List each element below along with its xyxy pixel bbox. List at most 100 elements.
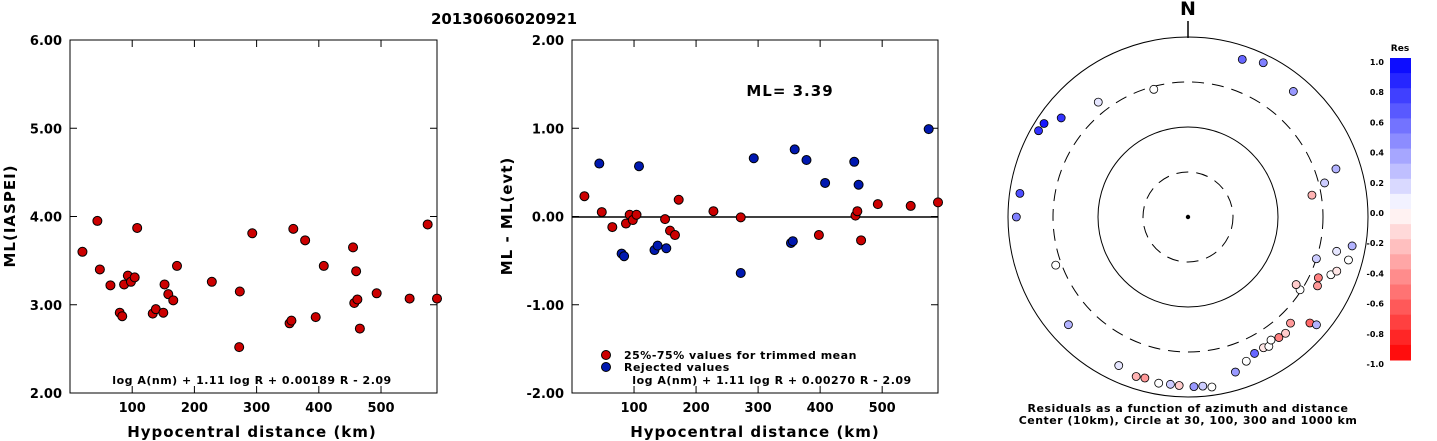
azimuth-residual-point bbox=[1015, 188, 1025, 198]
colorbar-cell bbox=[1390, 329, 1411, 346]
colorbar-tick-label: 0.8 bbox=[1370, 88, 1385, 97]
used-residual-point bbox=[669, 230, 680, 241]
azimuth-residual-point bbox=[1154, 378, 1164, 388]
azimuth-residual-point bbox=[1332, 246, 1342, 256]
colorbar-cell bbox=[1390, 73, 1411, 89]
colorbar-cell bbox=[1390, 133, 1411, 150]
residual-formula: log A(nm) + 1.11 log R + 0.00270 R - 2.0… bbox=[632, 374, 911, 387]
azimuth-residual-point bbox=[1056, 113, 1066, 123]
x-tick-label: 400 bbox=[305, 401, 332, 416]
colorbar-cell bbox=[1390, 344, 1411, 361]
azimuth-residual-point bbox=[1347, 241, 1357, 251]
colorbar-tick-label: 0.0 bbox=[1370, 209, 1385, 218]
ml-point bbox=[354, 323, 365, 334]
x-tick-label: 100 bbox=[119, 401, 146, 416]
x-tick-label: 400 bbox=[807, 401, 834, 416]
y-tick-label: 2.00 bbox=[532, 34, 564, 49]
ml-plot-frame bbox=[69, 39, 438, 394]
ml-point bbox=[117, 311, 128, 322]
ml-point bbox=[432, 293, 442, 304]
rejected-residual-point bbox=[652, 240, 663, 251]
azimuth-caption-line2: Center (10km), Circle at 30, 100, 300 an… bbox=[1019, 414, 1358, 427]
azimuth-residual-point bbox=[1286, 318, 1295, 328]
ml-point bbox=[318, 260, 329, 271]
colorbar-cell bbox=[1390, 224, 1411, 240]
ml-formula: log A(nm) + 1.11 log R + 0.00189 R - 2.0… bbox=[112, 374, 391, 387]
colorbar-cell bbox=[1390, 209, 1411, 225]
ml-point bbox=[132, 222, 143, 233]
ml-point bbox=[286, 315, 297, 326]
rejected-residual-point bbox=[594, 158, 605, 169]
azimuth-residual-point bbox=[1064, 320, 1073, 330]
rejected-residual-point bbox=[820, 177, 831, 188]
used-residual-point bbox=[673, 194, 684, 205]
y-tick-label: -1.00 bbox=[527, 299, 564, 314]
azimuth-caption-line1: Residuals as a function of azimuth and d… bbox=[1028, 402, 1349, 415]
used-residual-point bbox=[660, 214, 671, 225]
rejected-residual-point bbox=[853, 179, 864, 190]
ml-point bbox=[247, 228, 258, 239]
rejected-residual-point bbox=[787, 236, 798, 247]
azimuth-residual-point bbox=[1231, 367, 1240, 377]
rejected-residual-point bbox=[735, 267, 746, 278]
ml-point bbox=[352, 294, 363, 305]
colorbar-tick-label: 0.4 bbox=[1370, 149, 1385, 158]
used-residual-point bbox=[933, 197, 943, 208]
colorbar-cell bbox=[1390, 163, 1411, 180]
azimuth-residual-point bbox=[1174, 381, 1184, 390]
x-tick-label: 300 bbox=[745, 401, 772, 416]
azimuth-residual-point bbox=[1320, 178, 1329, 188]
azimuth-residual-point bbox=[1140, 373, 1150, 383]
azimuth-residual-point bbox=[1332, 266, 1342, 276]
ml-point bbox=[310, 312, 321, 323]
ml-point bbox=[77, 246, 88, 257]
azimuth-residual-point bbox=[1311, 254, 1321, 264]
used-residual-point bbox=[905, 200, 916, 211]
x-tick-label: 500 bbox=[869, 401, 896, 416]
colorbar-cell bbox=[1390, 193, 1411, 210]
x-tick-label: 500 bbox=[367, 401, 394, 416]
used-residual-point bbox=[596, 207, 607, 218]
x-tick-label: 100 bbox=[620, 401, 647, 416]
colorbar-cell bbox=[1390, 118, 1411, 134]
ml-point bbox=[129, 272, 140, 283]
used-residual-point bbox=[852, 206, 863, 217]
ring-300km bbox=[1052, 81, 1324, 353]
azimuth-residual-point bbox=[1344, 255, 1353, 265]
ml-vs-distance-panel: 100 200 300 400 500 2.00 3.00 4.00 5.00 6.00 log … bbox=[1, 34, 442, 441]
ring-30km bbox=[1142, 171, 1234, 263]
colorbar-tick-label: -1.0 bbox=[1367, 360, 1385, 369]
ml-point bbox=[351, 266, 362, 277]
ml-point bbox=[171, 260, 182, 271]
rejected-residual-point bbox=[801, 155, 812, 166]
ml-point bbox=[234, 286, 245, 297]
azimuth-residual-point bbox=[1291, 280, 1301, 289]
azimuth-residual-point bbox=[1011, 212, 1021, 222]
y-tick-label: 6.00 bbox=[30, 34, 62, 49]
ml-point bbox=[159, 279, 170, 290]
x-tick-label: 200 bbox=[682, 401, 709, 416]
ml-point bbox=[105, 280, 116, 291]
y-tick-label: 3.00 bbox=[30, 299, 62, 314]
colorbar-cell bbox=[1390, 58, 1411, 74]
residual-y-axis-label: ML - ML(evt) bbox=[498, 157, 516, 275]
used-residual-point bbox=[607, 222, 618, 233]
colorbar-cell bbox=[1390, 314, 1411, 331]
colorbar-tick-label: -0.2 bbox=[1367, 239, 1385, 248]
colorbar-tick-label: -0.4 bbox=[1367, 269, 1385, 278]
azimuth-residual-point bbox=[1039, 119, 1049, 128]
colorbar-tick-label: 1.0 bbox=[1370, 58, 1385, 67]
azimuth-residual-point bbox=[1207, 382, 1217, 392]
colorbar-tick-label: -0.6 bbox=[1367, 300, 1385, 309]
azimuth-residual-point bbox=[1331, 164, 1341, 174]
used-residual-point bbox=[631, 209, 642, 220]
y-tick-label: 1.00 bbox=[532, 122, 564, 137]
rejected-residual-point bbox=[923, 124, 934, 135]
azimuth-residual-point bbox=[1051, 260, 1061, 270]
used-residual-point bbox=[813, 230, 824, 241]
residual-axis-ticks: 100 200 300 400 500 -2.00 -1.00 0.00 1.00 2.00 bbox=[527, 34, 938, 416]
ml-point bbox=[158, 307, 169, 318]
azimuth-residual-point bbox=[1307, 190, 1317, 200]
legend-rejected-label: Rejected values bbox=[624, 361, 730, 374]
azimuth-residual-point bbox=[1166, 379, 1175, 389]
